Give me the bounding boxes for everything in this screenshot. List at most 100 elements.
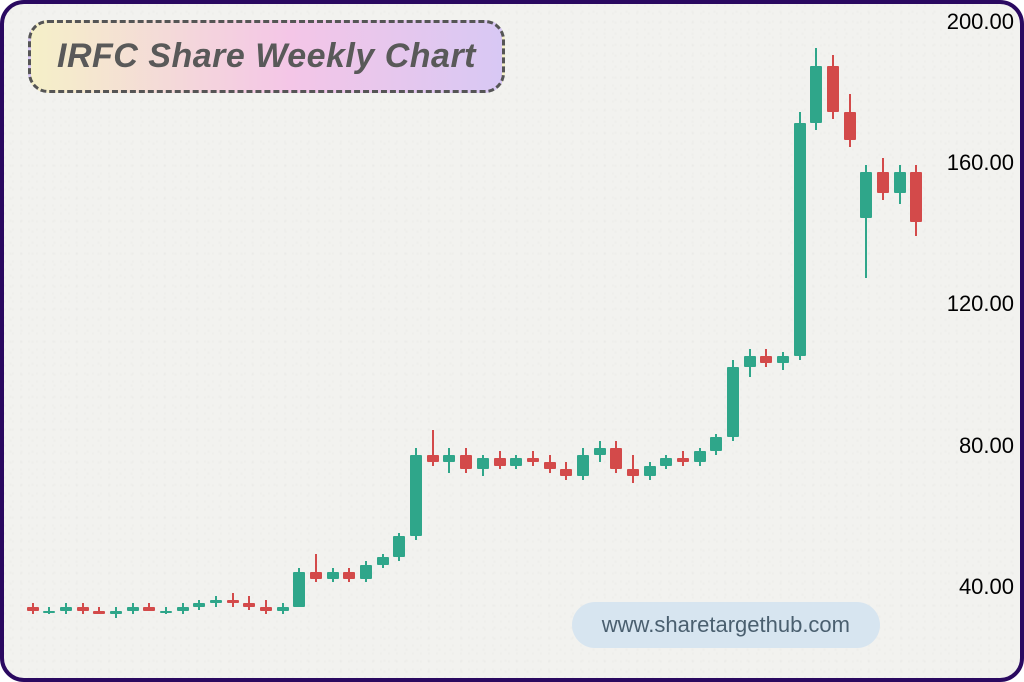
candle	[327, 6, 339, 660]
y-axis-tick-label: 120.00	[928, 291, 1014, 317]
watermark-badge: www.sharetargethub.com	[572, 602, 880, 648]
candle-body	[427, 455, 439, 462]
candle-body	[193, 603, 205, 607]
candle-body	[544, 462, 556, 469]
candle	[293, 6, 305, 660]
y-axis-tick-label: 80.00	[928, 433, 1014, 459]
candle-body	[293, 572, 305, 607]
candle	[744, 6, 756, 660]
candle-body	[494, 458, 506, 465]
chart-plot-area	[16, 14, 925, 660]
candle	[360, 6, 372, 660]
candle	[377, 6, 389, 660]
candle	[477, 6, 489, 660]
candle	[93, 6, 105, 660]
candle	[443, 6, 455, 660]
candle	[877, 6, 889, 660]
candle	[410, 6, 422, 660]
candlestick-chart	[16, 14, 925, 660]
candle	[627, 6, 639, 660]
candle	[860, 6, 872, 660]
candle-body	[894, 172, 906, 193]
candle-body	[110, 611, 122, 615]
candle-body	[477, 458, 489, 469]
candle-body	[660, 458, 672, 465]
candle-body	[360, 565, 372, 579]
candle-body	[594, 448, 606, 455]
candle	[27, 6, 39, 660]
candle	[827, 6, 839, 660]
candle	[427, 6, 439, 660]
candle	[677, 6, 689, 660]
chart-container: IRFC Share Weekly Chart 40.0080.00120.00…	[0, 0, 1024, 682]
candle-body	[810, 66, 822, 123]
candle-body	[160, 611, 172, 613]
candle-body	[460, 455, 472, 469]
y-axis-tick-label: 160.00	[928, 150, 1014, 176]
candle-body	[210, 600, 222, 604]
candle-body	[127, 607, 139, 611]
candle-body	[227, 600, 239, 604]
candle-body	[694, 451, 706, 462]
candle	[910, 6, 922, 660]
candle	[160, 6, 172, 660]
candle-body	[243, 603, 255, 607]
candle	[594, 6, 606, 660]
candle-body	[343, 572, 355, 579]
candle	[894, 6, 906, 660]
candle-body	[410, 455, 422, 536]
candle	[43, 6, 55, 660]
candle-body	[844, 112, 856, 140]
candle-body	[310, 572, 322, 579]
candle-body	[610, 448, 622, 469]
candle	[560, 6, 572, 660]
candle	[260, 6, 272, 660]
candle-body	[43, 611, 55, 613]
candle-body	[527, 458, 539, 462]
candle	[710, 6, 722, 660]
candle	[460, 6, 472, 660]
watermark-text: www.sharetargethub.com	[602, 612, 850, 637]
candle	[110, 6, 122, 660]
candle-body	[744, 356, 756, 367]
candle-body	[577, 455, 589, 476]
candle	[143, 6, 155, 660]
candle	[310, 6, 322, 660]
candle	[277, 6, 289, 660]
candle-body	[60, 607, 72, 611]
candle-body	[510, 458, 522, 465]
candle	[777, 6, 789, 660]
candle	[393, 6, 405, 660]
candle-body	[443, 455, 455, 462]
candle	[127, 6, 139, 660]
candle	[694, 6, 706, 660]
candle-body	[77, 607, 89, 611]
candle	[727, 6, 739, 660]
candle-body	[560, 469, 572, 476]
candle	[193, 6, 205, 660]
candle	[243, 6, 255, 660]
candle-body	[677, 458, 689, 462]
y-axis-tick-label: 200.00	[928, 9, 1014, 35]
candle	[544, 6, 556, 660]
candle-body	[627, 469, 639, 476]
candle	[77, 6, 89, 660]
candle	[177, 6, 189, 660]
candle-body	[794, 123, 806, 356]
candle	[844, 6, 856, 660]
candle-body	[27, 607, 39, 611]
candle-body	[260, 607, 272, 611]
candle	[644, 6, 656, 660]
candle-body	[727, 367, 739, 438]
candle	[760, 6, 772, 660]
candle-body	[710, 437, 722, 451]
candle	[527, 6, 539, 660]
candle-body	[393, 536, 405, 557]
candle	[794, 6, 806, 660]
candle-body	[177, 607, 189, 611]
candle	[610, 6, 622, 660]
candle-body	[143, 607, 155, 611]
candle-body	[827, 66, 839, 112]
candle-body	[910, 172, 922, 221]
candle	[210, 6, 222, 660]
